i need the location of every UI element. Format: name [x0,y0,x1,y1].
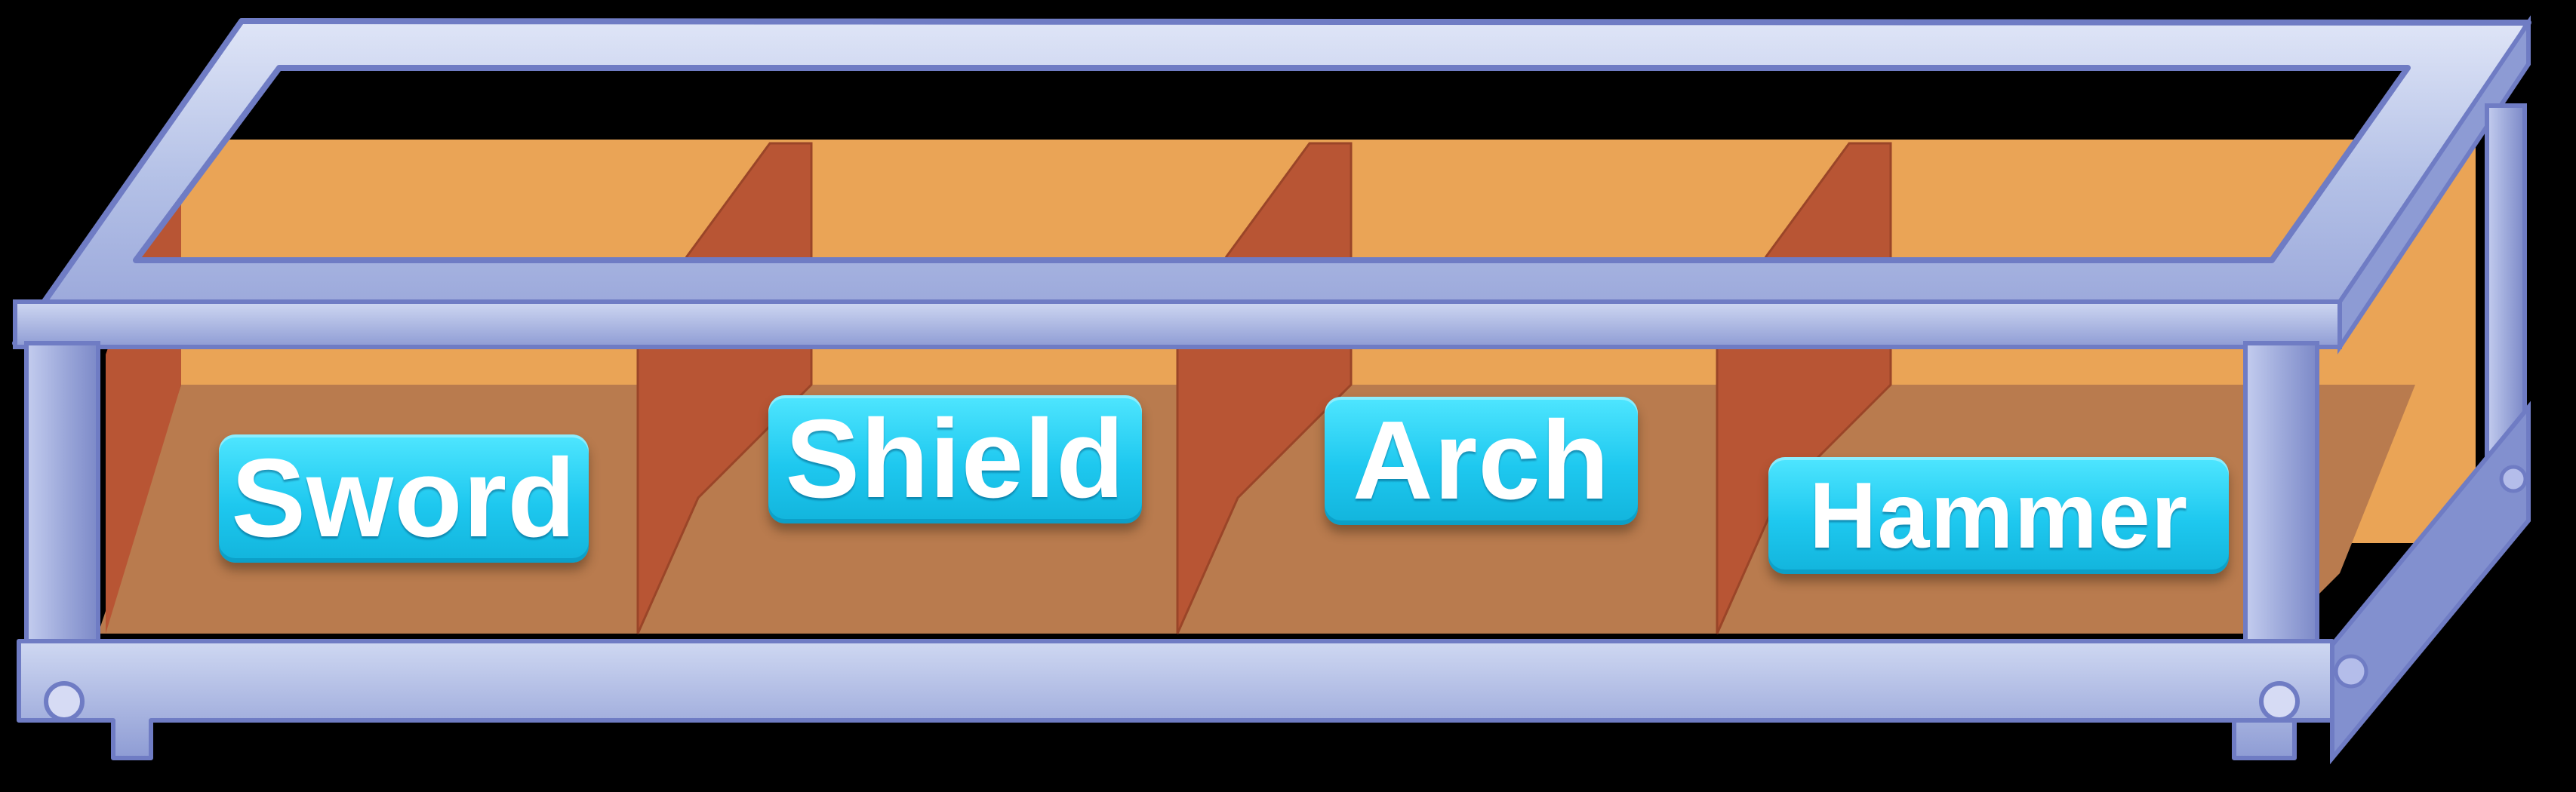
back-right-post [2485,103,2527,462]
bolt-front-right [2259,681,2300,722]
front-left-post [24,341,100,647]
top-frame-front [13,299,2342,349]
slot-label-sword[interactable]: Sword [219,434,589,563]
frame-bolts [44,465,2528,722]
bolt-side-1 [2334,654,2368,689]
bolt-side-2 [2499,465,2528,493]
bolt-front-left [44,681,85,722]
front-right-post [2243,341,2319,647]
slot-label-shield[interactable]: Shield [768,395,1142,523]
slot-label-hammer[interactable]: Hammer [1768,457,2229,574]
bottom-right-rail [2330,401,2531,765]
top-frame-right-bevel [2337,15,2531,355]
bottom-front-rail [17,639,2334,760]
slot-label-arch[interactable]: Arch [1325,397,1638,525]
